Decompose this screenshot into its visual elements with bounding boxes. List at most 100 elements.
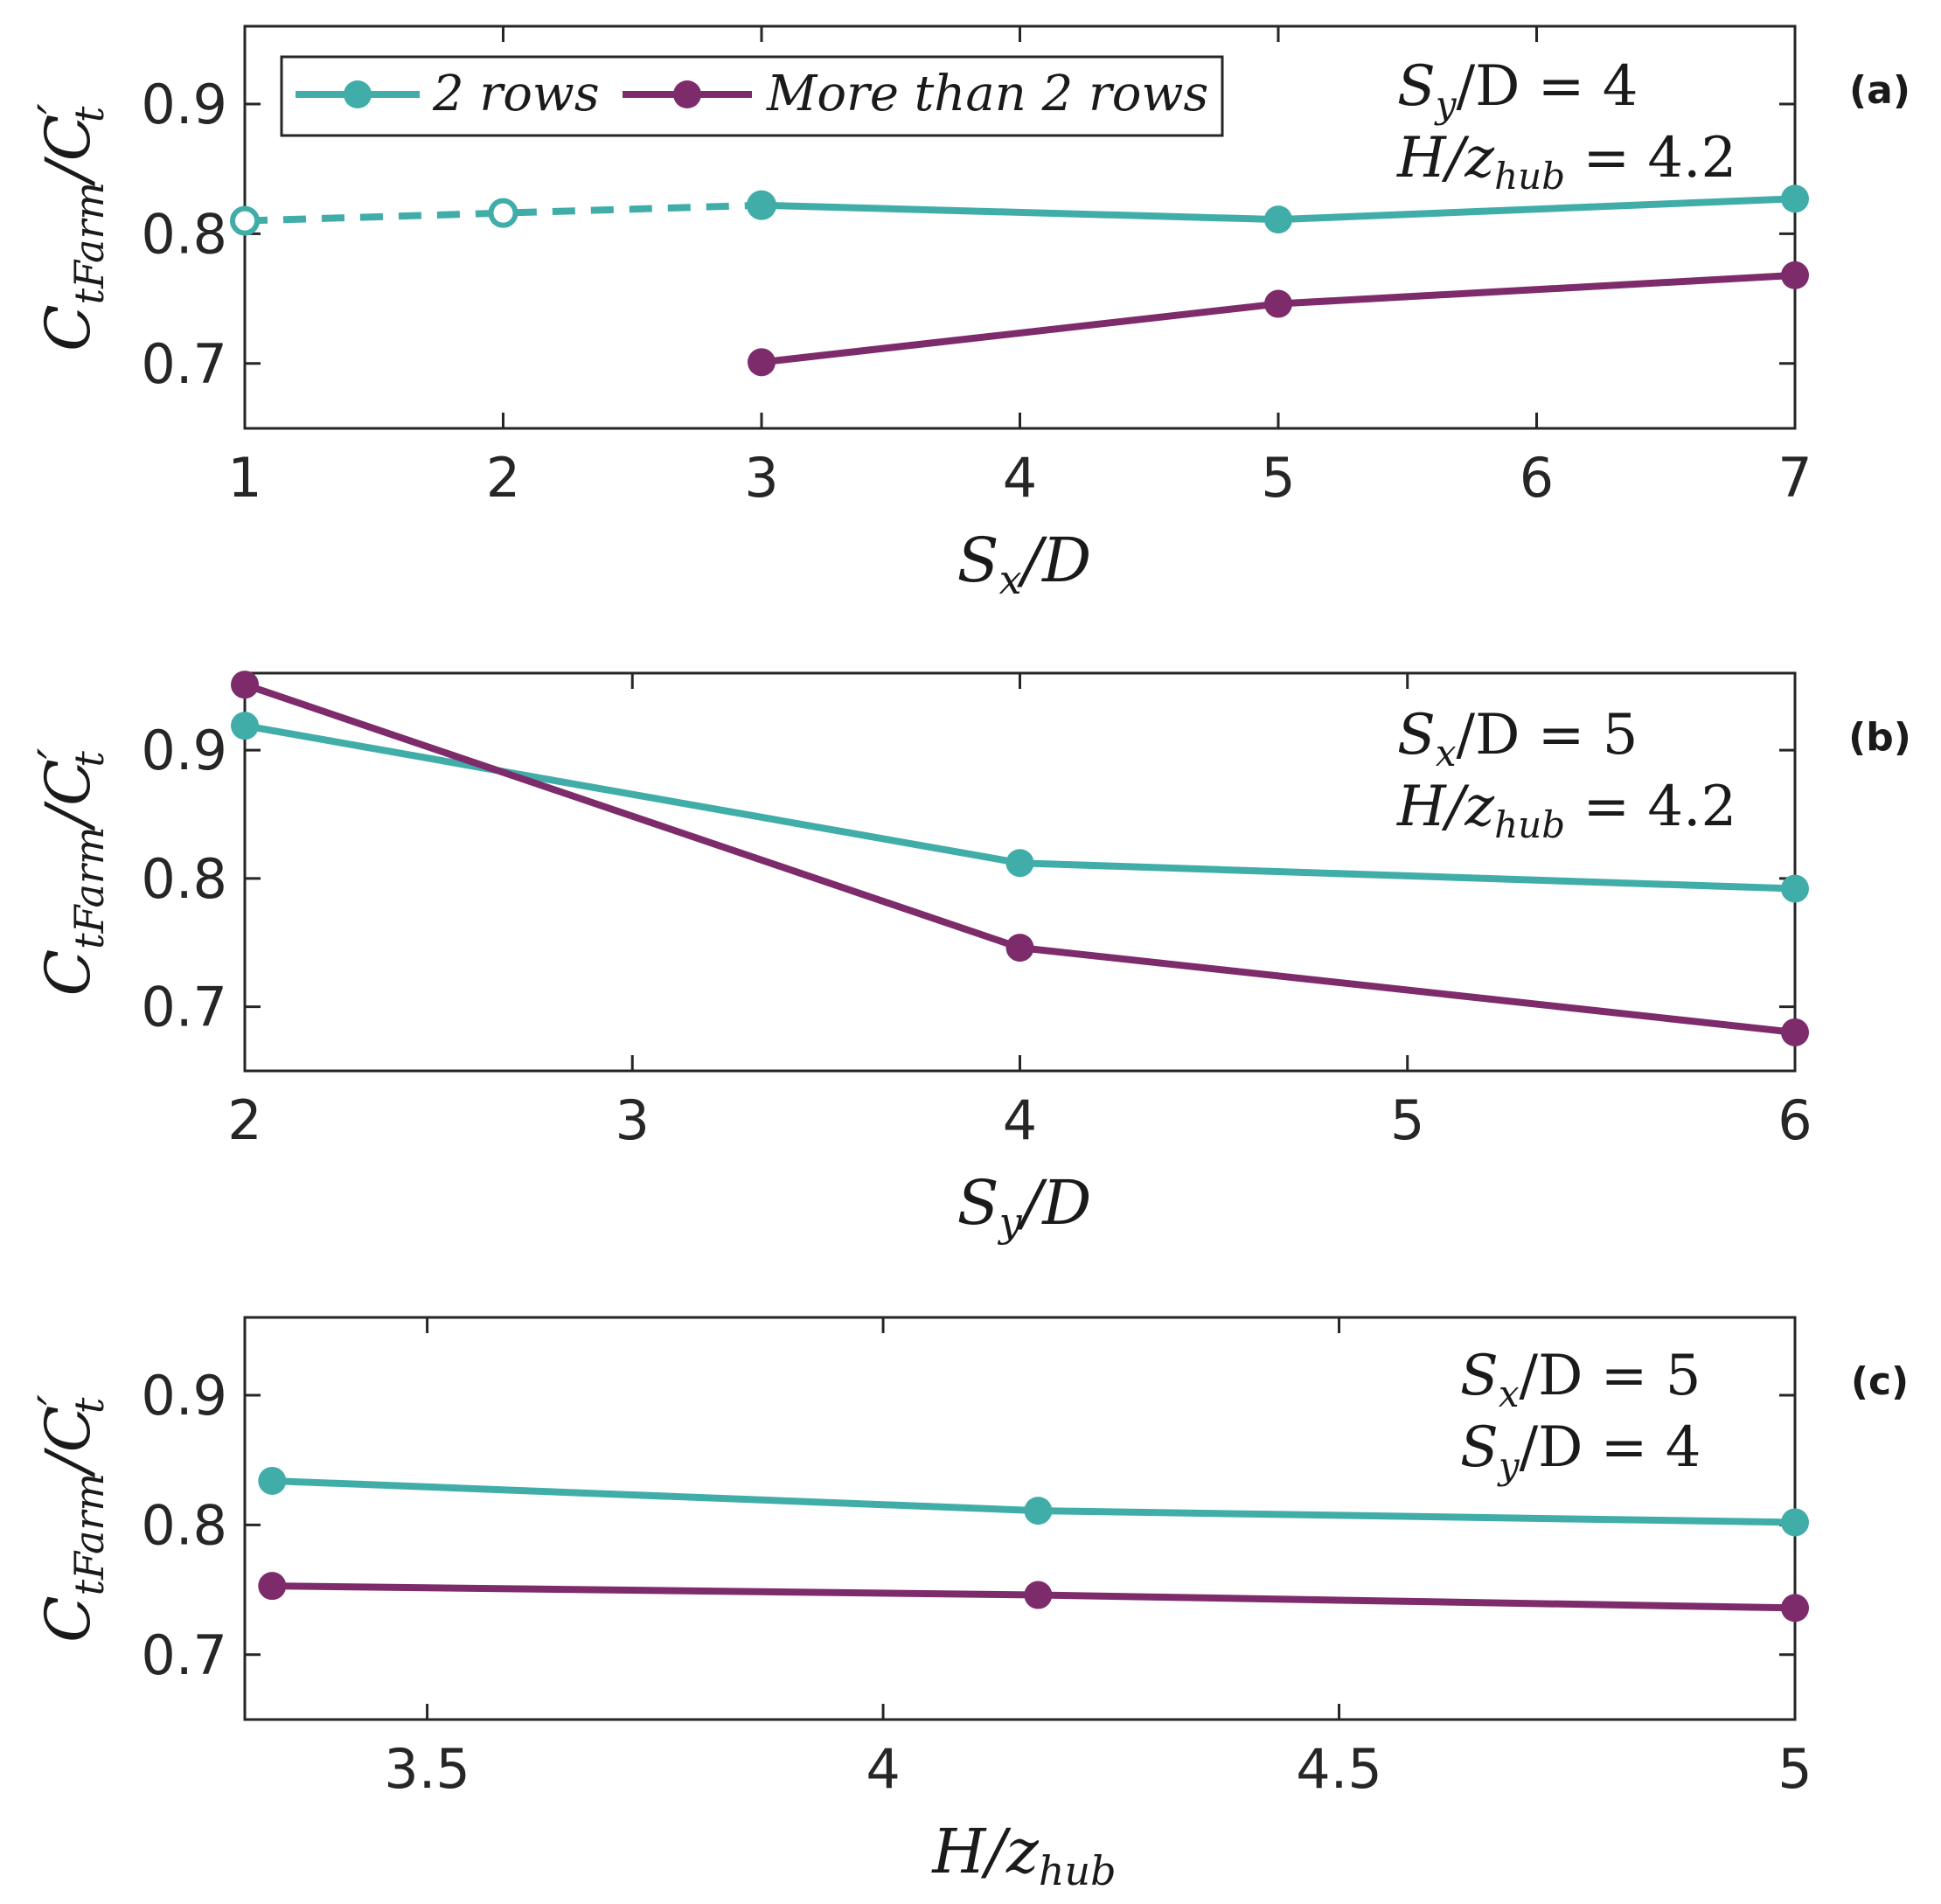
annotation-main: S <box>1397 703 1436 768</box>
data-point <box>748 348 776 377</box>
annotation-sub: y <box>1497 1444 1520 1487</box>
x-tick-label: 2 <box>227 1088 261 1152</box>
x-axis-label-rest: /D <box>1017 525 1092 596</box>
series-line <box>761 271 1796 366</box>
x-tick-label: 6 <box>1778 1088 1812 1152</box>
annotation-sub: x <box>1499 1372 1520 1415</box>
y-axis-label-sub: tFarm <box>66 1473 113 1595</box>
data-point <box>1005 849 1034 878</box>
x-tick-label: 6 <box>1520 446 1554 510</box>
y-axis-label-prime: ′ <box>29 1394 86 1406</box>
data-point <box>1264 289 1292 318</box>
y-axis-label-main: C <box>32 304 104 351</box>
x-tick-label: 7 <box>1778 446 1812 510</box>
annotation-main: S <box>1460 1344 1499 1408</box>
annotation-rest: /D = 4 <box>1457 54 1638 119</box>
data-point <box>748 191 776 219</box>
data-point <box>1005 934 1034 962</box>
x-tick-label: 3 <box>744 446 778 510</box>
y-tick-label: 0.8 <box>141 1493 227 1557</box>
x-axis-label-main: S <box>957 1167 999 1239</box>
x-tick-label: 4 <box>866 1737 900 1801</box>
y-axis-label-sub2: t <box>66 1397 113 1414</box>
y-tick-label: 0.8 <box>141 847 227 911</box>
y-axis-label-rest: /C <box>32 759 104 831</box>
y-tick-label: 0.9 <box>141 1364 227 1428</box>
panel-c: 3.5 4 4.5 5 0.7 0.8 0.9 H/zhub CtFarm/C′t Sx/D = … <box>29 1316 1909 1894</box>
x-tick-label: 5 <box>1778 1737 1812 1801</box>
annotation-rest: = 4.2 <box>1565 126 1736 191</box>
panel-label: (b) <box>1848 715 1911 760</box>
legend-label: 2 rows <box>432 66 600 122</box>
x-tick-label: 3 <box>616 1088 650 1152</box>
y-axis-label-main: C <box>32 1595 104 1643</box>
y-tick-label: 0.7 <box>141 1623 227 1687</box>
data-point <box>1781 1594 1809 1623</box>
y-tick-label: 0.9 <box>141 719 227 782</box>
y-tick-label: 0.7 <box>141 976 227 1039</box>
data-point <box>1264 205 1292 234</box>
legend-swatch-marker <box>344 80 372 108</box>
y-axis-label-sub2: t <box>66 751 113 768</box>
y-tick-label: 0.7 <box>141 332 227 396</box>
y-axis-label-main: C <box>32 949 104 997</box>
annotation-rest: /D = 4 <box>1520 1415 1701 1480</box>
y-tick-label: 0.9 <box>141 73 227 136</box>
data-point <box>1781 874 1809 903</box>
x-axis-label-sub: hub <box>1039 1847 1117 1894</box>
x-tick-label: 3.5 <box>384 1737 470 1801</box>
x-tick-label: 5 <box>1390 1088 1424 1152</box>
y-axis-label-prime: ′ <box>29 103 86 115</box>
annotation-sub: y <box>1434 83 1457 126</box>
annotation-main: S <box>1460 1415 1499 1480</box>
panel-label: (c) <box>1851 1359 1909 1404</box>
annotation-rest: = 4.2 <box>1565 775 1736 839</box>
data-point <box>1781 261 1809 289</box>
data-point <box>258 1572 287 1601</box>
annotation-rest: /D = 5 <box>1457 703 1638 768</box>
panel-a: 1 2 3 4 5 6 7 0.7 0.8 0.9 Sx/D CtFarm/C′t Sy/D = 4H/… <box>29 24 1910 603</box>
data-point <box>231 671 259 699</box>
legend: 2 rows More than 2 rows <box>280 55 1224 137</box>
annotation-sub: x <box>1436 732 1457 775</box>
y-axis-label-prime: ′ <box>29 747 86 759</box>
annotation-main: H/z <box>1396 775 1495 839</box>
x-tick-label: 2 <box>486 446 520 510</box>
x-tick-label: 1 <box>227 446 261 510</box>
x-tick-label: 5 <box>1261 446 1295 510</box>
y-axis-label: CtFarm/C′t <box>29 103 113 351</box>
legend-label: More than 2 rows <box>766 66 1208 122</box>
annotation-line: Sy/D = 4 <box>1460 1415 1701 1487</box>
annotation-sub: hub <box>1494 155 1565 198</box>
annotation-line: Sx/D = 5 <box>1460 1344 1701 1415</box>
annotation-line: Sx/D = 5 <box>1397 703 1638 775</box>
data-point <box>1781 1018 1809 1046</box>
data-point <box>488 198 518 228</box>
annotation-line: Sy/D = 4 <box>1397 54 1638 126</box>
data-point <box>1781 184 1809 213</box>
data-point <box>230 205 260 236</box>
annotation-rest: /D = 5 <box>1520 1344 1701 1408</box>
y-tick-label: 0.8 <box>141 202 227 266</box>
y-axis-label: CtFarm/C′t <box>29 1394 113 1643</box>
legend-swatch-marker <box>673 80 701 108</box>
x-axis-label: Sx/D <box>957 525 1092 603</box>
series-line <box>244 201 762 225</box>
x-axis-label-sub: x <box>999 556 1022 603</box>
y-axis-label-rest: /C <box>32 1406 104 1478</box>
data-point <box>1781 1508 1809 1537</box>
y-axis-label: CtFarm/C′t <box>29 747 113 996</box>
annotation-sub: hub <box>1494 803 1565 846</box>
x-axis-label-main: H/z <box>930 1816 1040 1887</box>
annotation-line: H/zhub = 4.2 <box>1396 126 1736 198</box>
data-point <box>231 712 259 740</box>
panel-label: (a) <box>1849 68 1910 113</box>
data-point <box>1024 1497 1053 1525</box>
y-axis-label-sub2: t <box>66 106 113 122</box>
x-tick-label: 4 <box>1003 446 1037 510</box>
x-tick-label: 4.5 <box>1296 1737 1382 1801</box>
y-axis-label-sub: tFarm <box>66 182 113 304</box>
y-axis-label-rest: /C <box>32 115 104 187</box>
